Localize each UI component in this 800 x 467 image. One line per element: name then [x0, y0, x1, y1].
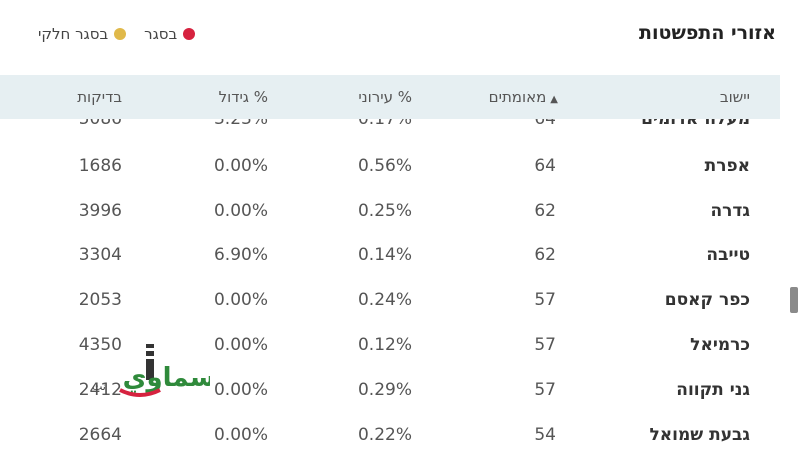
cell-urban: 0.24%	[357, 290, 412, 310]
cell-confirmed: 57	[534, 335, 556, 355]
watermark-logo-icon: قسماوي نت	[92, 344, 233, 397]
cell-town: מעלה אדומים	[641, 119, 750, 129]
page-title: אזורי התפשטות	[639, 22, 776, 44]
table-row[interactable]: גני תקווה 57 0.29% 0.00% 2412	[0, 368, 780, 412]
watermark-logo: قسماوي نت	[80, 342, 233, 402]
legend-item-partial: בסגר חלקי	[38, 25, 127, 43]
cell-growth: 0.00%	[213, 335, 268, 355]
table-row[interactable]: טייבה 62 0.14% 6.90% 3304	[0, 233, 780, 277]
cell-growth: 3.23%	[213, 119, 268, 129]
cell-urban: 0.17%	[357, 119, 412, 129]
cell-growth: 0.00%	[213, 380, 268, 400]
column-header-growth[interactable]: % גידול	[218, 88, 268, 106]
cell-tests: 3304	[78, 245, 122, 265]
column-header-tests[interactable]: בדיקות	[77, 88, 122, 106]
svg-text:نت: نت	[92, 380, 106, 393]
legend-label-partial: בסגר חלקי	[38, 25, 109, 43]
cell-growth: 0.00%	[213, 290, 268, 310]
cell-confirmed: 64	[534, 119, 556, 129]
cell-town: אפרת	[704, 156, 750, 176]
column-header-town[interactable]: יישוב	[719, 88, 750, 106]
closed-dot-icon	[183, 28, 196, 40]
cell-urban: 0.29%	[357, 380, 412, 400]
cell-urban: 0.22%	[357, 425, 412, 445]
legend: בסגר בסגר חלקי	[38, 25, 196, 43]
cell-confirmed: 57	[534, 380, 556, 400]
cell-growth: 6.90%	[213, 245, 268, 265]
cell-urban: 0.56%	[357, 156, 412, 176]
legend-item-closed: בסגר	[144, 25, 196, 43]
cell-urban: 0.25%	[357, 201, 412, 221]
cell-confirmed: 57	[534, 290, 556, 310]
cell-town: טייבה	[706, 245, 750, 265]
scrollbar-thumb[interactable]	[790, 287, 798, 313]
cell-confirmed: 64	[534, 156, 556, 176]
cell-confirmed: 54	[534, 425, 556, 445]
table-header: יישוב ▲מאומתים % עירוני % גידול בדיקות	[0, 75, 780, 119]
svg-text:قسماوي: قسماوي	[123, 363, 210, 393]
table-row[interactable]: כרמיאל 57 0.12% 0.00% 4350	[0, 323, 780, 367]
cell-town: כפר קאסם	[664, 290, 750, 310]
cell-growth: 0.00%	[213, 201, 268, 221]
cell-tests: 5086	[78, 119, 122, 129]
cell-tests: 2053	[78, 290, 122, 310]
scrollbar[interactable]	[780, 75, 800, 467]
table-row[interactable]: גדרה 62 0.25% 0.00% 3996	[0, 189, 780, 233]
table-row[interactable]: אפרת 64 0.56% 0.00% 1686	[0, 144, 780, 188]
cell-growth: 0.00%	[213, 425, 268, 445]
cell-confirmed: 62	[534, 201, 556, 221]
cell-town: כרמיאל	[690, 335, 750, 355]
table-body: מעלה אדומים 64 0.17% 3.23% 5086 אפרת 64 …	[0, 119, 780, 467]
table-row[interactable]: גבעת שמואל 54 0.22% 0.00% 2664	[0, 413, 780, 457]
cell-tests: 2412	[78, 380, 122, 400]
cell-urban: 0.12%	[357, 335, 412, 355]
cell-town: גני תקווה	[676, 380, 750, 400]
cell-tests: 3996	[78, 201, 122, 221]
table-row[interactable]: כפר קאסם 57 0.24% 0.00% 2053	[0, 278, 780, 322]
cell-growth: 0.00%	[213, 156, 268, 176]
cell-tests: 4350	[78, 335, 122, 355]
table-row[interactable]: מעלה אדומים 64 0.17% 3.23% 5086	[0, 119, 780, 141]
cell-tests: 1686	[78, 156, 122, 176]
cell-urban: 0.14%	[357, 245, 412, 265]
sort-up-icon: ▲	[550, 94, 558, 105]
column-header-urban[interactable]: % עירוני	[358, 88, 412, 106]
cell-confirmed: 62	[534, 245, 556, 265]
cell-tests: 2664	[78, 425, 122, 445]
cell-town: גדרה	[710, 201, 750, 221]
legend-label-closed: בסגר	[144, 25, 178, 43]
column-header-confirmed[interactable]: ▲מאומתים	[488, 88, 558, 106]
partial-dot-icon	[114, 28, 127, 40]
panel-header: אזורי התפשטות בסגר בסגר חלקי	[0, 0, 800, 75]
cell-town: גבעת שמואל	[649, 425, 750, 445]
